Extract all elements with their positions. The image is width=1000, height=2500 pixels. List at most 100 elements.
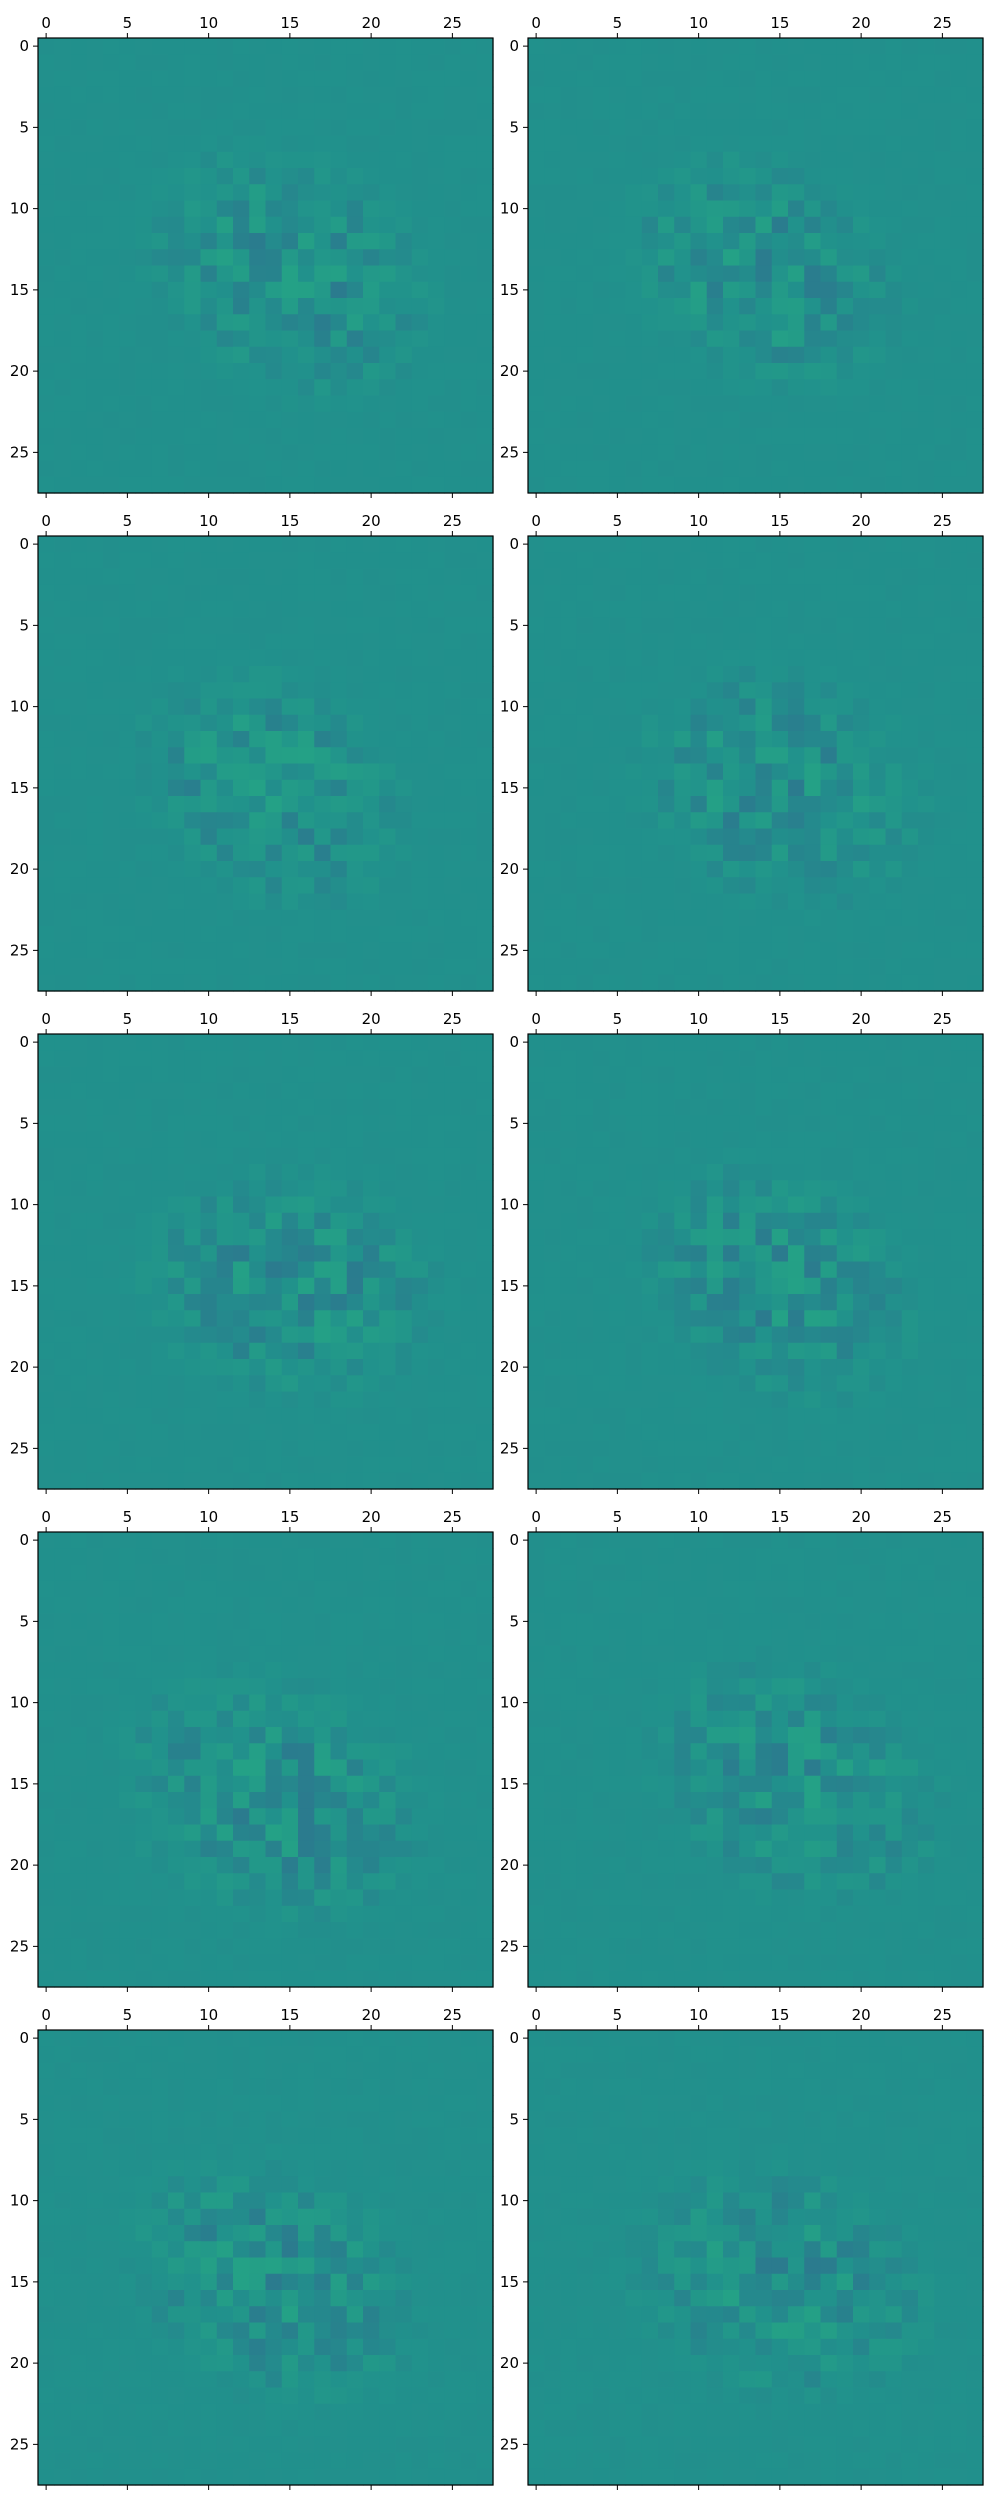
heatmap-cell <box>625 828 643 846</box>
heatmap-cell <box>119 1082 137 1100</box>
heatmap-cell <box>249 119 267 137</box>
heatmap-cell <box>265 942 283 960</box>
heatmap-cell <box>934 1359 952 1376</box>
y-tick-label: 20 <box>500 860 519 878</box>
heatmap-cell <box>216 1472 234 1490</box>
heatmap-cell <box>298 796 315 813</box>
heatmap-cell <box>804 877 822 895</box>
heatmap-cell <box>690 314 708 332</box>
heatmap-cell <box>38 1261 55 1279</box>
heatmap-cell <box>755 1472 773 1490</box>
heatmap-cell <box>363 584 380 602</box>
heatmap-cell <box>739 216 757 234</box>
heatmap-cell <box>135 54 153 72</box>
heatmap-cell <box>476 184 494 202</box>
heatmap-cell <box>265 649 283 667</box>
heatmap-cell <box>723 714 740 732</box>
heatmap-cell <box>135 1050 153 1068</box>
heatmap-cell <box>249 763 267 781</box>
heatmap-cell <box>706 1245 724 1263</box>
heatmap-cell <box>641 70 659 88</box>
heatmap-cell <box>706 731 724 748</box>
heatmap-cell <box>658 601 675 618</box>
heatmap-cell <box>135 926 153 943</box>
heatmap-cell <box>168 1424 185 1441</box>
heatmap-cell <box>233 1131 250 1149</box>
heatmap-cell <box>281 86 299 104</box>
heatmap-cell <box>836 233 854 250</box>
heatmap-cell <box>86 552 104 570</box>
heatmap-cell <box>771 1440 789 1458</box>
heatmap-cell <box>836 363 854 380</box>
heatmap-cell <box>934 1164 952 1181</box>
heatmap-cell <box>151 135 169 153</box>
heatmap-cell <box>674 731 692 748</box>
heatmap-cell <box>54 714 72 732</box>
heatmap-cell <box>658 796 675 813</box>
x-tick-label: 5 <box>123 1010 133 1028</box>
heatmap-cell <box>739 1229 757 1246</box>
heatmap-cell <box>346 233 364 250</box>
heatmap-cell <box>609 216 627 234</box>
heatmap-cell <box>216 747 234 765</box>
heatmap-cell <box>346 601 364 618</box>
heatmap-cell <box>755 861 773 878</box>
heatmap-cell <box>330 346 348 364</box>
heatmap-cell <box>476 1115 494 1133</box>
heatmap-cell <box>265 796 283 813</box>
heatmap-cell <box>103 151 120 169</box>
heatmap-cell <box>330 38 348 55</box>
heatmap-cell <box>771 298 789 315</box>
heatmap-cell <box>281 346 299 364</box>
heatmap-cell <box>934 1196 952 1214</box>
heatmap-cell <box>346 38 364 55</box>
heatmap-cell <box>70 1391 88 1409</box>
heatmap-cell <box>901 265 919 283</box>
heatmap-cell <box>836 411 854 429</box>
heatmap-cell <box>966 1456 984 1474</box>
heatmap-cell <box>934 633 952 651</box>
x-tick-label: 10 <box>199 512 218 530</box>
heatmap-cell <box>853 633 870 651</box>
heatmap-cell <box>411 1212 429 1230</box>
heatmap-cell <box>168 1082 185 1100</box>
heatmap-cell <box>119 1391 137 1409</box>
heatmap-cell <box>706 38 724 55</box>
heatmap-cell <box>560 893 578 911</box>
heatmap-cell <box>298 1407 315 1425</box>
heatmap-cell <box>86 135 104 153</box>
heatmap-cell <box>820 54 838 72</box>
heatmap-cell <box>658 200 675 218</box>
heatmap-cell <box>476 666 494 683</box>
heatmap-cell <box>184 1164 202 1181</box>
heatmap-cell <box>168 974 185 992</box>
heatmap-cell <box>216 38 234 55</box>
heatmap-cell <box>674 1099 692 1116</box>
heatmap-cell <box>658 1424 675 1441</box>
heatmap-cell <box>444 444 462 462</box>
heatmap-cell <box>168 747 185 765</box>
heatmap-cell <box>249 1245 267 1263</box>
heatmap-cell <box>281 1532 299 1549</box>
heatmap-cell <box>901 1066 919 1084</box>
heatmap-cell <box>135 249 153 267</box>
heatmap-cell <box>723 1342 740 1360</box>
heatmap-cell <box>38 568 55 586</box>
heatmap-cell <box>804 103 822 120</box>
heatmap-cell <box>885 1391 903 1409</box>
heatmap-cell <box>103 649 120 667</box>
heatmap-cell <box>690 168 708 185</box>
heatmap-cell <box>674 135 692 153</box>
heatmap-cell <box>576 379 594 397</box>
heatmap-cell <box>119 844 137 862</box>
heatmap-cell <box>135 1147 153 1165</box>
y-tick-label: 15 <box>500 779 519 797</box>
x-tick-label: 15 <box>770 14 789 32</box>
heatmap-cell <box>379 38 397 55</box>
heatmap-cell <box>428 731 445 748</box>
heatmap-cell <box>395 584 413 602</box>
heatmap-cell <box>476 298 494 315</box>
heatmap-cell <box>950 958 968 976</box>
heatmap-cell <box>151 1245 169 1263</box>
